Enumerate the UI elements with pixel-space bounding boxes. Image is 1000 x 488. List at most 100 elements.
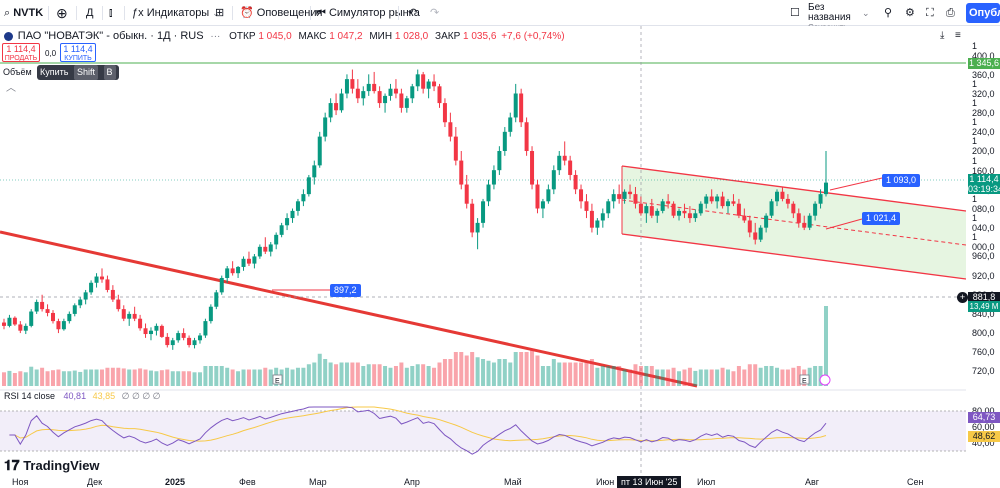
- layout-menu-chevron-icon[interactable]: ⌄: [862, 8, 870, 18]
- alarm-icon: ⏰: [240, 7, 254, 19]
- candle-body: [687, 213, 692, 219]
- channel-upper-line: [621, 165, 967, 212]
- volume-bar: [241, 369, 246, 386]
- volume-bar: [78, 371, 83, 386]
- candle-body: [546, 189, 551, 202]
- candle-body: [192, 340, 197, 346]
- alerts-button[interactable]: ⏰ Оповещения: [240, 0, 322, 26]
- price-channel: [622, 166, 966, 279]
- chart-type-icon[interactable]: ⫾: [109, 7, 113, 19]
- crosshair-add-icon[interactable]: +: [957, 292, 968, 303]
- candle-body: [372, 83, 377, 92]
- candle-body: [448, 122, 453, 137]
- candle-body: [279, 225, 284, 235]
- rsi-label[interactable]: RSI 14 close: [4, 391, 56, 401]
- price-axis[interactable]: 1 400,01 360,01 320,01 280,01 240,01 200…: [966, 26, 1000, 476]
- layout-name-block[interactable]: Без названия Сохранить: [808, 3, 862, 33]
- candle-body: [666, 201, 671, 204]
- axis-menu-icon[interactable]: ≡: [955, 30, 961, 41]
- volume-bar: [268, 369, 273, 386]
- volume-bar: [589, 359, 594, 386]
- callout-low-mark[interactable]: 897,2: [330, 284, 361, 297]
- volume-bar: [192, 372, 197, 386]
- candle-body: [551, 170, 556, 190]
- volume-bar: [246, 369, 251, 386]
- candle-body: [203, 321, 208, 336]
- candle-body: [344, 79, 349, 94]
- price-tick-label: 1 040,0: [972, 213, 995, 234]
- replay-icon: ⏮: [316, 7, 326, 19]
- legend-more-icon[interactable]: ···: [210, 30, 221, 42]
- volume-bar: [366, 364, 371, 386]
- layout-checkbox[interactable]: ☐: [790, 7, 800, 19]
- candle-body: [181, 333, 186, 338]
- legend-title[interactable]: ПАО "НОВАТЭК" - обыкн. · 1Д · RUS: [17, 30, 204, 42]
- volume-bar: [486, 360, 491, 386]
- rsi-value: 40,81: [63, 391, 87, 401]
- time-axis[interactable]: Ноя Дек 2025 Фев Мар Апр Май Июн Июл Авг Сен: [0, 476, 966, 488]
- indicators-button[interactable]: ƒx Индикаторы ⌄: [132, 0, 220, 26]
- callout-target-2[interactable]: 1 021,4: [862, 212, 901, 225]
- price-tick-label: 960,0: [972, 251, 995, 262]
- volume-bar: [181, 371, 186, 386]
- candle-body: [508, 117, 513, 132]
- volume-bars: [2, 306, 828, 386]
- tradingview-logo[interactable]: 𝟏𝟕 TradingView: [4, 457, 100, 474]
- templates-icon[interactable]: ⊞: [215, 7, 225, 19]
- quick-search-icon[interactable]: ⚲: [884, 7, 893, 19]
- sell-button[interactable]: 1 114,4 ПРОДАТЬ: [2, 43, 40, 62]
- undo-icon[interactable]: ↶: [408, 7, 418, 19]
- volume-bar: [687, 367, 692, 386]
- legend-collapse-icon[interactable]: ︿: [6, 83, 16, 94]
- candle-body: [579, 189, 584, 202]
- volume-bar: [562, 362, 567, 386]
- candle-body: [72, 305, 77, 314]
- close-label: ЗАКР: [435, 30, 461, 42]
- buy-button[interactable]: 1 114,4 КУПИТЬ: [60, 43, 96, 62]
- symbol-search[interactable]: ⌕ NVTK: [4, 0, 43, 26]
- interval-button[interactable]: Д: [86, 7, 94, 19]
- candle-body: [540, 201, 545, 209]
- candle-body: [61, 321, 66, 330]
- volume-bar: [813, 366, 818, 386]
- candle-body: [159, 325, 164, 337]
- close-value: 1 035,6: [463, 30, 497, 42]
- symbol-label: NVTK: [13, 7, 44, 19]
- axis-collapse-icon[interactable]: ⤓: [940, 30, 945, 41]
- candle-body: [573, 174, 578, 190]
- volume-bar: [666, 369, 671, 386]
- camera-icon[interactable]: ⎙: [946, 7, 955, 19]
- candle-body: [197, 335, 202, 341]
- candle-body: [268, 244, 273, 252]
- candle-body: [34, 301, 39, 312]
- candle-body: [584, 201, 589, 211]
- replay-button[interactable]: ⏮ Симулятор рынка: [316, 0, 420, 26]
- fullscreen-icon[interactable]: ⛶: [926, 7, 934, 19]
- volume-bar: [573, 362, 578, 386]
- volume-bar: [2, 372, 6, 386]
- downtrend-line: [0, 230, 698, 388]
- candle-body: [720, 196, 725, 207]
- volume-bar: [301, 367, 306, 386]
- volume-bar: [285, 367, 290, 386]
- volume-bar: [421, 364, 426, 386]
- candle-body: [638, 203, 643, 214]
- candle-body: [230, 268, 235, 274]
- callout-target-1[interactable]: 1 093,0: [882, 174, 921, 187]
- volume-bar: [50, 370, 55, 386]
- volume-bar: [638, 366, 643, 386]
- volume-bar: [617, 366, 622, 386]
- compare-button[interactable]: ⊕: [56, 5, 68, 21]
- volume-bar: [753, 364, 758, 386]
- redo-icon[interactable]: ↷: [430, 7, 440, 19]
- settings-gear-icon[interactable]: ⚙: [905, 7, 915, 19]
- buy-tooltip: Купить Shift B: [37, 65, 119, 80]
- volume-bar: [159, 370, 164, 386]
- chart-canvas[interactable]: E E: [0, 26, 1000, 488]
- candle-body: [453, 136, 458, 161]
- volume-bar: [535, 355, 540, 386]
- rsi-legend: RSI 14 close 40,81 43,85 ∅ ∅ ∅ ∅: [4, 391, 161, 402]
- publish-button[interactable]: Опубли: [966, 3, 1000, 23]
- candle-body: [366, 83, 371, 92]
- volume-bar: [132, 369, 137, 386]
